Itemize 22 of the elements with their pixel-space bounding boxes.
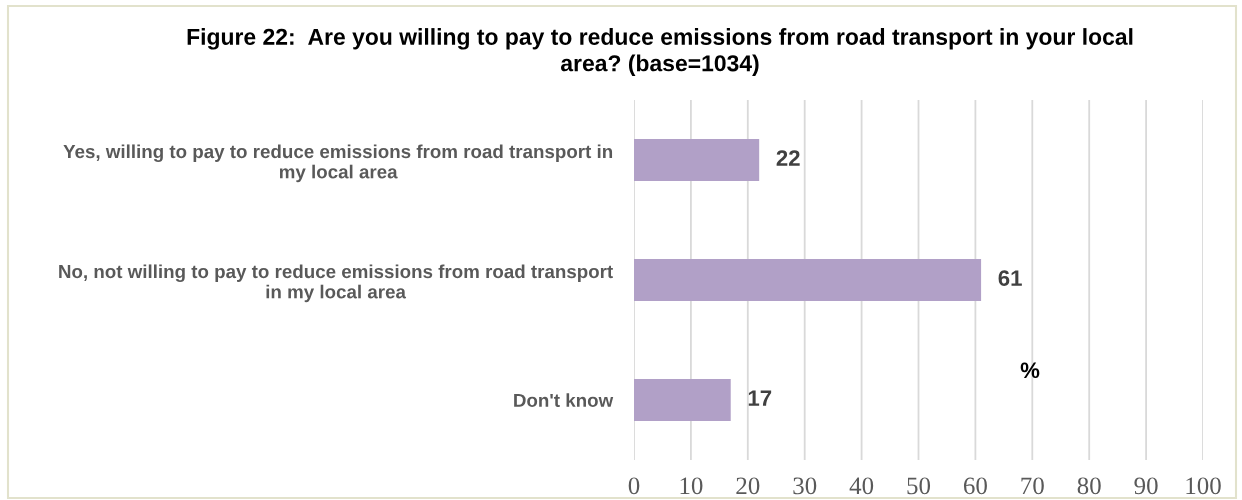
y-tick-label: No, not willing to pay to reduce emissions from road transport in my local area [59, 264, 613, 303]
bar [634, 379, 731, 421]
y-tick-label: Don't know [514, 393, 614, 407]
y-tick-label: Yes, willing to pay to reduce emissions from road transport in my local area [63, 144, 613, 183]
x-tick-label: 30 [793, 477, 817, 495]
x-tick-label: 70 [1021, 477, 1044, 495]
x-tick-label: 100 [1186, 477, 1221, 495]
data-label: 61 [998, 270, 1022, 286]
x-tick-label: 10 [680, 477, 703, 495]
data-label: 22 [776, 150, 800, 166]
x-tick-label: 0 [628, 477, 640, 495]
x-tick-label: 80 [1077, 477, 1101, 495]
data-label: 17 [748, 390, 772, 406]
bar [634, 259, 982, 301]
x-axis-title: % [1020, 362, 1040, 379]
bar [634, 139, 760, 181]
x-tick-label: 60 [963, 477, 987, 495]
x-tick-label: 40 [849, 477, 874, 495]
x-tick-label: 20 [736, 477, 760, 495]
chart-title: Figure 22: Are you willing to pay to reduce emissions from road transport in your local area? (base=1034) [187, 28, 1133, 76]
x-tick-label: 90 [1134, 477, 1158, 495]
x-tick-label: 50 [907, 477, 931, 495]
